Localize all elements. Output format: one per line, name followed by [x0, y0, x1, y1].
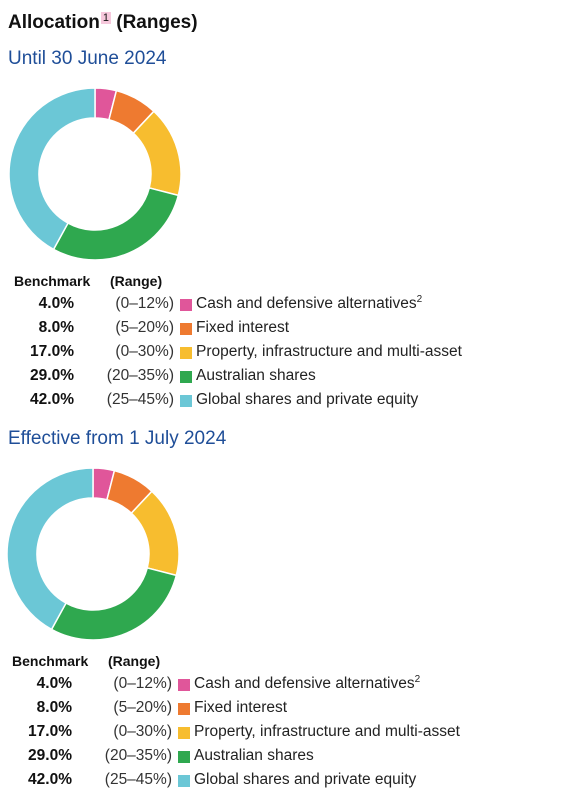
donut-slice-global — [8, 87, 96, 251]
benchmark-header: Benchmark — [14, 273, 91, 289]
legend-swatch — [178, 775, 190, 787]
title-footnote[interactable]: 1 — [100, 11, 111, 24]
benchmark-value: 29.0% — [28, 747, 72, 764]
legend-swatch — [180, 371, 192, 383]
legend-footnote[interactable]: 2 — [416, 293, 423, 305]
donut-slice-australian — [52, 187, 180, 261]
legend-label-text: Property, infrastructure and multi-asset — [196, 343, 462, 360]
donut-chart — [6, 467, 180, 641]
legend-label-text: Australian shares — [196, 367, 316, 384]
range-value: (5–20%) — [113, 699, 172, 716]
benchmark-value: 4.0% — [38, 295, 74, 312]
range-value: (0–30%) — [115, 343, 174, 360]
section-heading: Until 30 June 2024 — [8, 48, 167, 69]
legend-label: Australian shares — [196, 367, 316, 385]
legend-label: Fixed interest — [194, 699, 287, 717]
legend-row: 17.0% (0–30%) Property, infrastructure and… — [12, 720, 572, 744]
range-value: (5–20%) — [115, 319, 174, 336]
legend-label: Australian shares — [194, 747, 314, 765]
legend-label-text: Global shares and private equity — [196, 391, 419, 408]
legend-row: 29.0% (20–35%) Australian shares — [12, 744, 572, 768]
section-heading: Effective from 1 July 2024 — [8, 428, 227, 449]
donut-slice-global — [6, 467, 94, 631]
legend-label-text: Cash and defensive alternatives — [196, 295, 417, 312]
range-header: (Range) — [108, 653, 161, 669]
legend-label-text: Cash and defensive alternatives — [194, 675, 415, 692]
title-text: Allocation — [8, 12, 100, 33]
legend-rows: 4.0% (0–12%) Cash and defensive alternativ… — [12, 672, 572, 792]
legend-rows: 4.0% (0–12%) Cash and defensive alternativ… — [14, 292, 574, 412]
donut-chart — [8, 87, 182, 261]
benchmark-value: 8.0% — [36, 699, 72, 716]
legend-label-text: Property, infrastructure and multi-asset — [194, 723, 460, 740]
legend-swatch — [178, 679, 190, 691]
legend-label: Cash and defensive alternatives2 — [194, 673, 421, 693]
legend-row: 29.0% (20–35%) Australian shares — [14, 364, 574, 388]
legend-swatch — [178, 703, 190, 715]
legend-row: 8.0% (5–20%) Fixed interest — [14, 316, 574, 340]
title-suffix: (Ranges) — [110, 12, 198, 33]
legend-label-text: Australian shares — [194, 747, 314, 764]
benchmark-value: 8.0% — [38, 319, 74, 336]
range-header: (Range) — [110, 273, 163, 289]
legend-row: 42.0% (25–45%) Global shares and private e… — [14, 388, 574, 412]
benchmark-value: 17.0% — [30, 343, 74, 360]
legend-header: Benchmark (Range) — [12, 650, 572, 672]
legend-swatch — [180, 323, 192, 335]
legend-row: 4.0% (0–12%) Cash and defensive alternativ… — [14, 292, 574, 316]
legend-row: 17.0% (0–30%) Property, infrastructure and… — [14, 340, 574, 364]
legend-label: Property, infrastructure and multi-asset — [196, 343, 462, 361]
legend-header: Benchmark (Range) — [14, 270, 574, 292]
legend-swatch — [180, 299, 192, 311]
legend-label: Fixed interest — [196, 319, 289, 337]
legend-swatch — [178, 727, 190, 739]
legend-swatch — [180, 347, 192, 359]
legend-label-text: Fixed interest — [194, 699, 288, 716]
range-value: (25–45%) — [106, 391, 174, 408]
allocation-legend: Benchmark (Range) 4.0% (0–12%) Cash and de… — [12, 650, 572, 792]
legend-label-text: Fixed interest — [196, 319, 290, 336]
legend-label: Cash and defensive alternatives2 — [196, 293, 423, 313]
benchmark-value: 29.0% — [30, 367, 74, 384]
allocation-legend: Benchmark (Range) 4.0% (0–12%) Cash and de… — [14, 270, 574, 412]
legend-label: Property, infrastructure and multi-asset — [194, 723, 460, 741]
benchmark-value: 42.0% — [28, 771, 72, 788]
legend-swatch — [178, 751, 190, 763]
legend-row: 42.0% (25–45%) Global shares and private e… — [12, 768, 572, 792]
donut-slice-australian — [50, 567, 178, 641]
legend-swatch — [180, 395, 192, 407]
legend-footnote[interactable]: 2 — [414, 673, 421, 685]
range-value: (20–35%) — [104, 747, 172, 764]
legend-row: 8.0% (5–20%) Fixed interest — [12, 696, 572, 720]
range-value: (20–35%) — [106, 367, 174, 384]
legend-label: Global shares and private equity — [196, 391, 418, 409]
benchmark-value: 17.0% — [28, 723, 72, 740]
legend-label-text: Global shares and private equity — [194, 771, 417, 788]
legend-row: 4.0% (0–12%) Cash and defensive alternativ… — [12, 672, 572, 696]
legend-label: Global shares and private equity — [194, 771, 416, 789]
range-value: (0–12%) — [113, 675, 172, 692]
range-value: (0–12%) — [115, 295, 174, 312]
benchmark-header: Benchmark — [12, 653, 89, 669]
range-value: (25–45%) — [104, 771, 172, 788]
page-title: Allocation 1 (Ranges) — [8, 11, 198, 34]
benchmark-value: 4.0% — [36, 675, 72, 692]
benchmark-value: 42.0% — [30, 391, 74, 408]
range-value: (0–30%) — [113, 723, 172, 740]
